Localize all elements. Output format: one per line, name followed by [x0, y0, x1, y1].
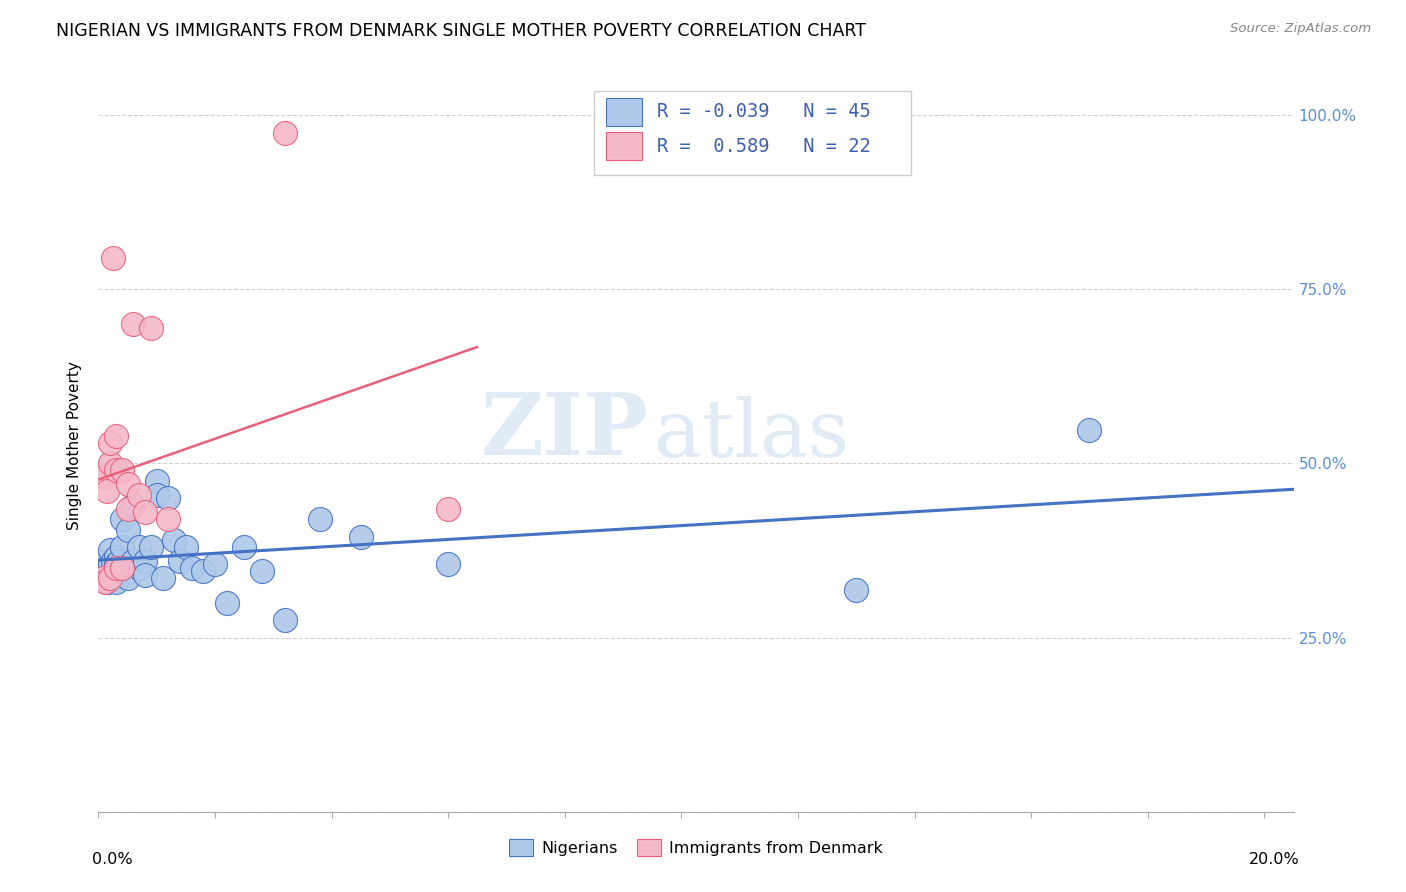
Point: [128, 561, 150, 575]
Point: [97, 567, 120, 582]
Point: [104, 574, 127, 589]
Point: [111, 561, 134, 575]
Point: [437, 501, 460, 516]
Point: [274, 126, 297, 140]
Point: [1078, 423, 1101, 437]
Text: 20.0%: 20.0%: [1249, 852, 1299, 867]
Point: [98, 558, 121, 572]
Point: [233, 540, 256, 554]
Point: [108, 554, 131, 568]
Point: [91, 558, 114, 572]
Point: [122, 498, 145, 512]
Y-axis label: Single Mother Poverty: Single Mother Poverty: [67, 361, 83, 531]
Point: [101, 251, 124, 265]
Point: [104, 550, 127, 565]
Point: [111, 561, 134, 575]
Point: [111, 512, 134, 526]
Legend: Nigerians, Immigrants from Denmark: Nigerians, Immigrants from Denmark: [503, 833, 889, 863]
Point: [180, 561, 202, 575]
Point: [437, 558, 460, 572]
Point: [96, 574, 118, 589]
FancyBboxPatch shape: [606, 132, 643, 160]
Point: [98, 571, 121, 585]
Text: R =  0.589   N = 22: R = 0.589 N = 22: [657, 136, 870, 155]
Point: [163, 533, 186, 547]
Point: [134, 567, 156, 582]
Point: [157, 491, 180, 506]
Point: [104, 561, 127, 575]
Point: [117, 523, 139, 537]
Point: [117, 501, 139, 516]
Point: [98, 435, 121, 450]
Point: [117, 571, 139, 585]
Point: [174, 540, 197, 554]
Point: [145, 488, 167, 502]
Point: [128, 540, 150, 554]
Point: [117, 477, 139, 491]
Point: [101, 567, 124, 582]
Point: [309, 512, 332, 526]
Point: [193, 565, 215, 579]
Point: [139, 320, 162, 334]
Point: [98, 457, 121, 471]
Point: [93, 470, 115, 484]
Point: [98, 543, 121, 558]
Point: [157, 512, 180, 526]
Text: Source: ZipAtlas.com: Source: ZipAtlas.com: [1230, 22, 1371, 36]
Point: [104, 567, 127, 582]
Point: [204, 558, 226, 572]
Point: [111, 540, 134, 554]
Point: [139, 540, 162, 554]
Point: [128, 488, 150, 502]
FancyBboxPatch shape: [606, 98, 643, 126]
Point: [101, 554, 124, 568]
Point: [274, 613, 297, 627]
Point: [122, 317, 145, 331]
Point: [215, 596, 238, 610]
Point: [111, 463, 134, 477]
Text: 0.0%: 0.0%: [93, 852, 134, 867]
Point: [145, 474, 167, 488]
Point: [250, 565, 273, 579]
Point: [134, 554, 156, 568]
Point: [93, 565, 115, 579]
Point: [94, 574, 117, 589]
Point: [104, 463, 127, 477]
Point: [96, 484, 118, 499]
FancyBboxPatch shape: [595, 91, 911, 176]
Text: atlas: atlas: [654, 396, 849, 474]
Point: [122, 554, 145, 568]
Text: ZIP: ZIP: [481, 390, 648, 474]
Point: [134, 505, 156, 519]
Point: [104, 428, 127, 442]
Point: [845, 583, 868, 598]
Point: [152, 571, 174, 585]
Point: [91, 571, 114, 585]
Point: [169, 554, 191, 568]
Text: NIGERIAN VS IMMIGRANTS FROM DENMARK SINGLE MOTHER POVERTY CORRELATION CHART: NIGERIAN VS IMMIGRANTS FROM DENMARK SING…: [56, 22, 866, 40]
Text: R = -0.039   N = 45: R = -0.039 N = 45: [657, 103, 870, 121]
Point: [94, 554, 117, 568]
Point: [350, 530, 373, 544]
Point: [104, 558, 127, 572]
